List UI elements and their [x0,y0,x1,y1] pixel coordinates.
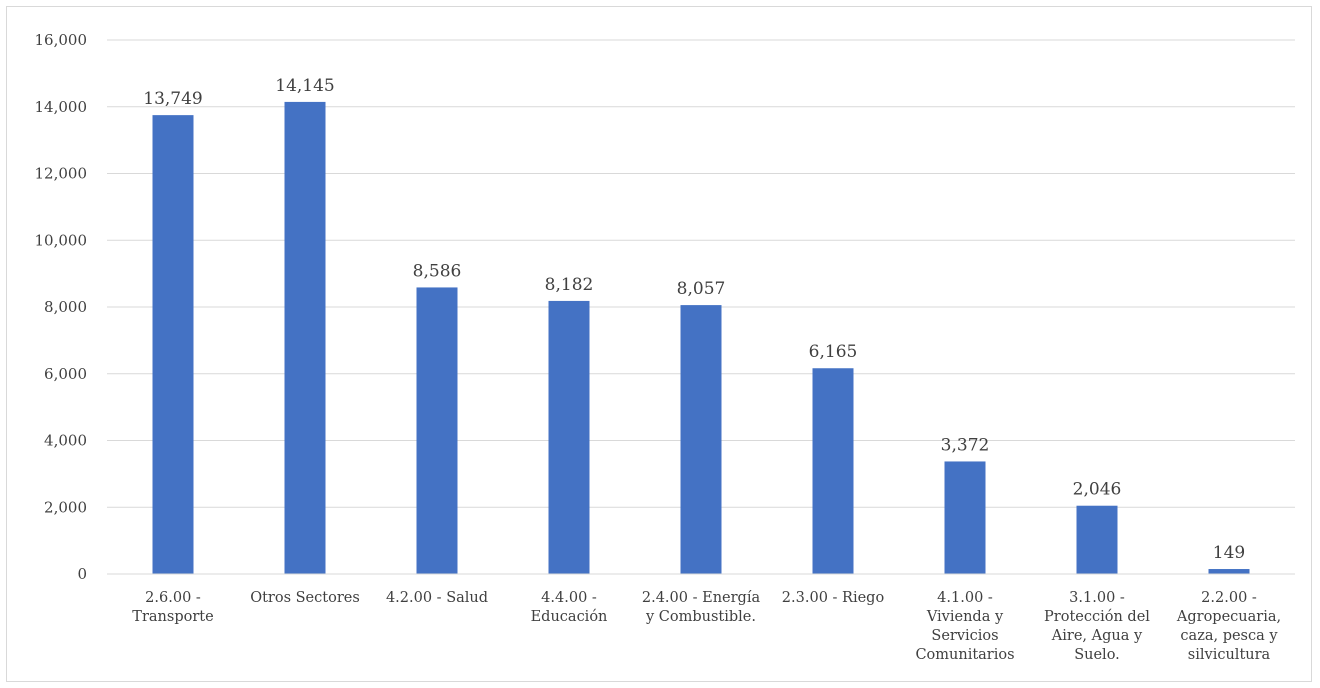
bar [1076,505,1118,574]
x-tick-label: Agropecuaria, [1176,609,1281,625]
x-tick-label: Otros Sectores [250,590,360,606]
x-tick-label: 2.2.00 - [1201,590,1257,606]
bar [284,101,326,575]
data-label: 8,057 [677,279,726,299]
x-tick-label: caza, pesca y [1180,628,1278,644]
bar [416,287,458,574]
x-tick-label: silvicultura [1188,647,1271,663]
data-label: 6,165 [809,342,858,362]
y-tick-label: 4,000 [44,432,87,450]
bar [1208,569,1250,574]
data-label: 3,372 [941,435,990,455]
y-tick-label: 16,000 [35,31,88,49]
x-tick-label: y Combustible. [645,609,756,625]
x-tick-label: 4.2.00 - Salud [386,590,488,606]
bar [812,368,854,574]
bar [548,300,590,574]
bars [152,101,1250,575]
x-tick-label: Suelo. [1074,647,1120,663]
data-labels: 13,749 14,145 8,586 8,182 8,057 6,165 3,372 2,0… [143,76,1245,563]
x-tick-label: 4.1.00 - [937,590,993,606]
y-axis: 0 2,000 4,000 6,000 8,000 10,000 12,000 14,000 1… [35,31,88,583]
data-label: 149 [1213,543,1245,563]
x-tick-label: 2.4.00 - Energía [642,590,761,606]
chart-frame: 0 2,000 4,000 6,000 8,000 10,000 12,000 14,000 1… [6,6,1312,682]
x-tick-label: 4.4.00 - [541,590,597,606]
data-label: 14,145 [275,76,334,96]
x-tick-label: Protección del [1044,609,1150,625]
x-tick-label: 2.3.00 - Riego [782,590,884,606]
x-tick-label: Educación [531,609,608,625]
x-tick-label: Transporte [132,609,213,625]
y-tick-label: 6,000 [44,365,87,383]
x-tick-label: Comunitarios [915,647,1014,663]
x-tick-label: Aire, Agua y [1051,628,1143,644]
data-label: 2,046 [1073,480,1122,500]
bar [944,461,986,574]
x-axis: 2.6.00 - Transporte Otros Sectores 4.2.00 -… [107,573,1295,663]
x-tick-label: Servicios [931,628,998,644]
y-tick-label: 0 [77,565,87,583]
x-tick-label: 2.6.00 - [145,590,201,606]
x-tick-label: 3.1.00 - [1069,590,1125,606]
y-tick-label: 10,000 [35,231,88,249]
bar-chart: 0 2,000 4,000 6,000 8,000 10,000 12,000 14,000 1… [35,31,1295,663]
y-tick-label: 14,000 [35,98,88,116]
y-tick-label: 8,000 [44,298,87,316]
bar [680,305,722,574]
data-label: 8,586 [413,261,462,281]
data-label: 13,749 [143,89,202,109]
y-tick-label: 2,000 [44,498,87,516]
bar [152,115,194,574]
y-tick-label: 12,000 [35,165,88,183]
x-tick-label: Vivienda y [926,609,1004,625]
data-label: 8,182 [545,275,594,295]
